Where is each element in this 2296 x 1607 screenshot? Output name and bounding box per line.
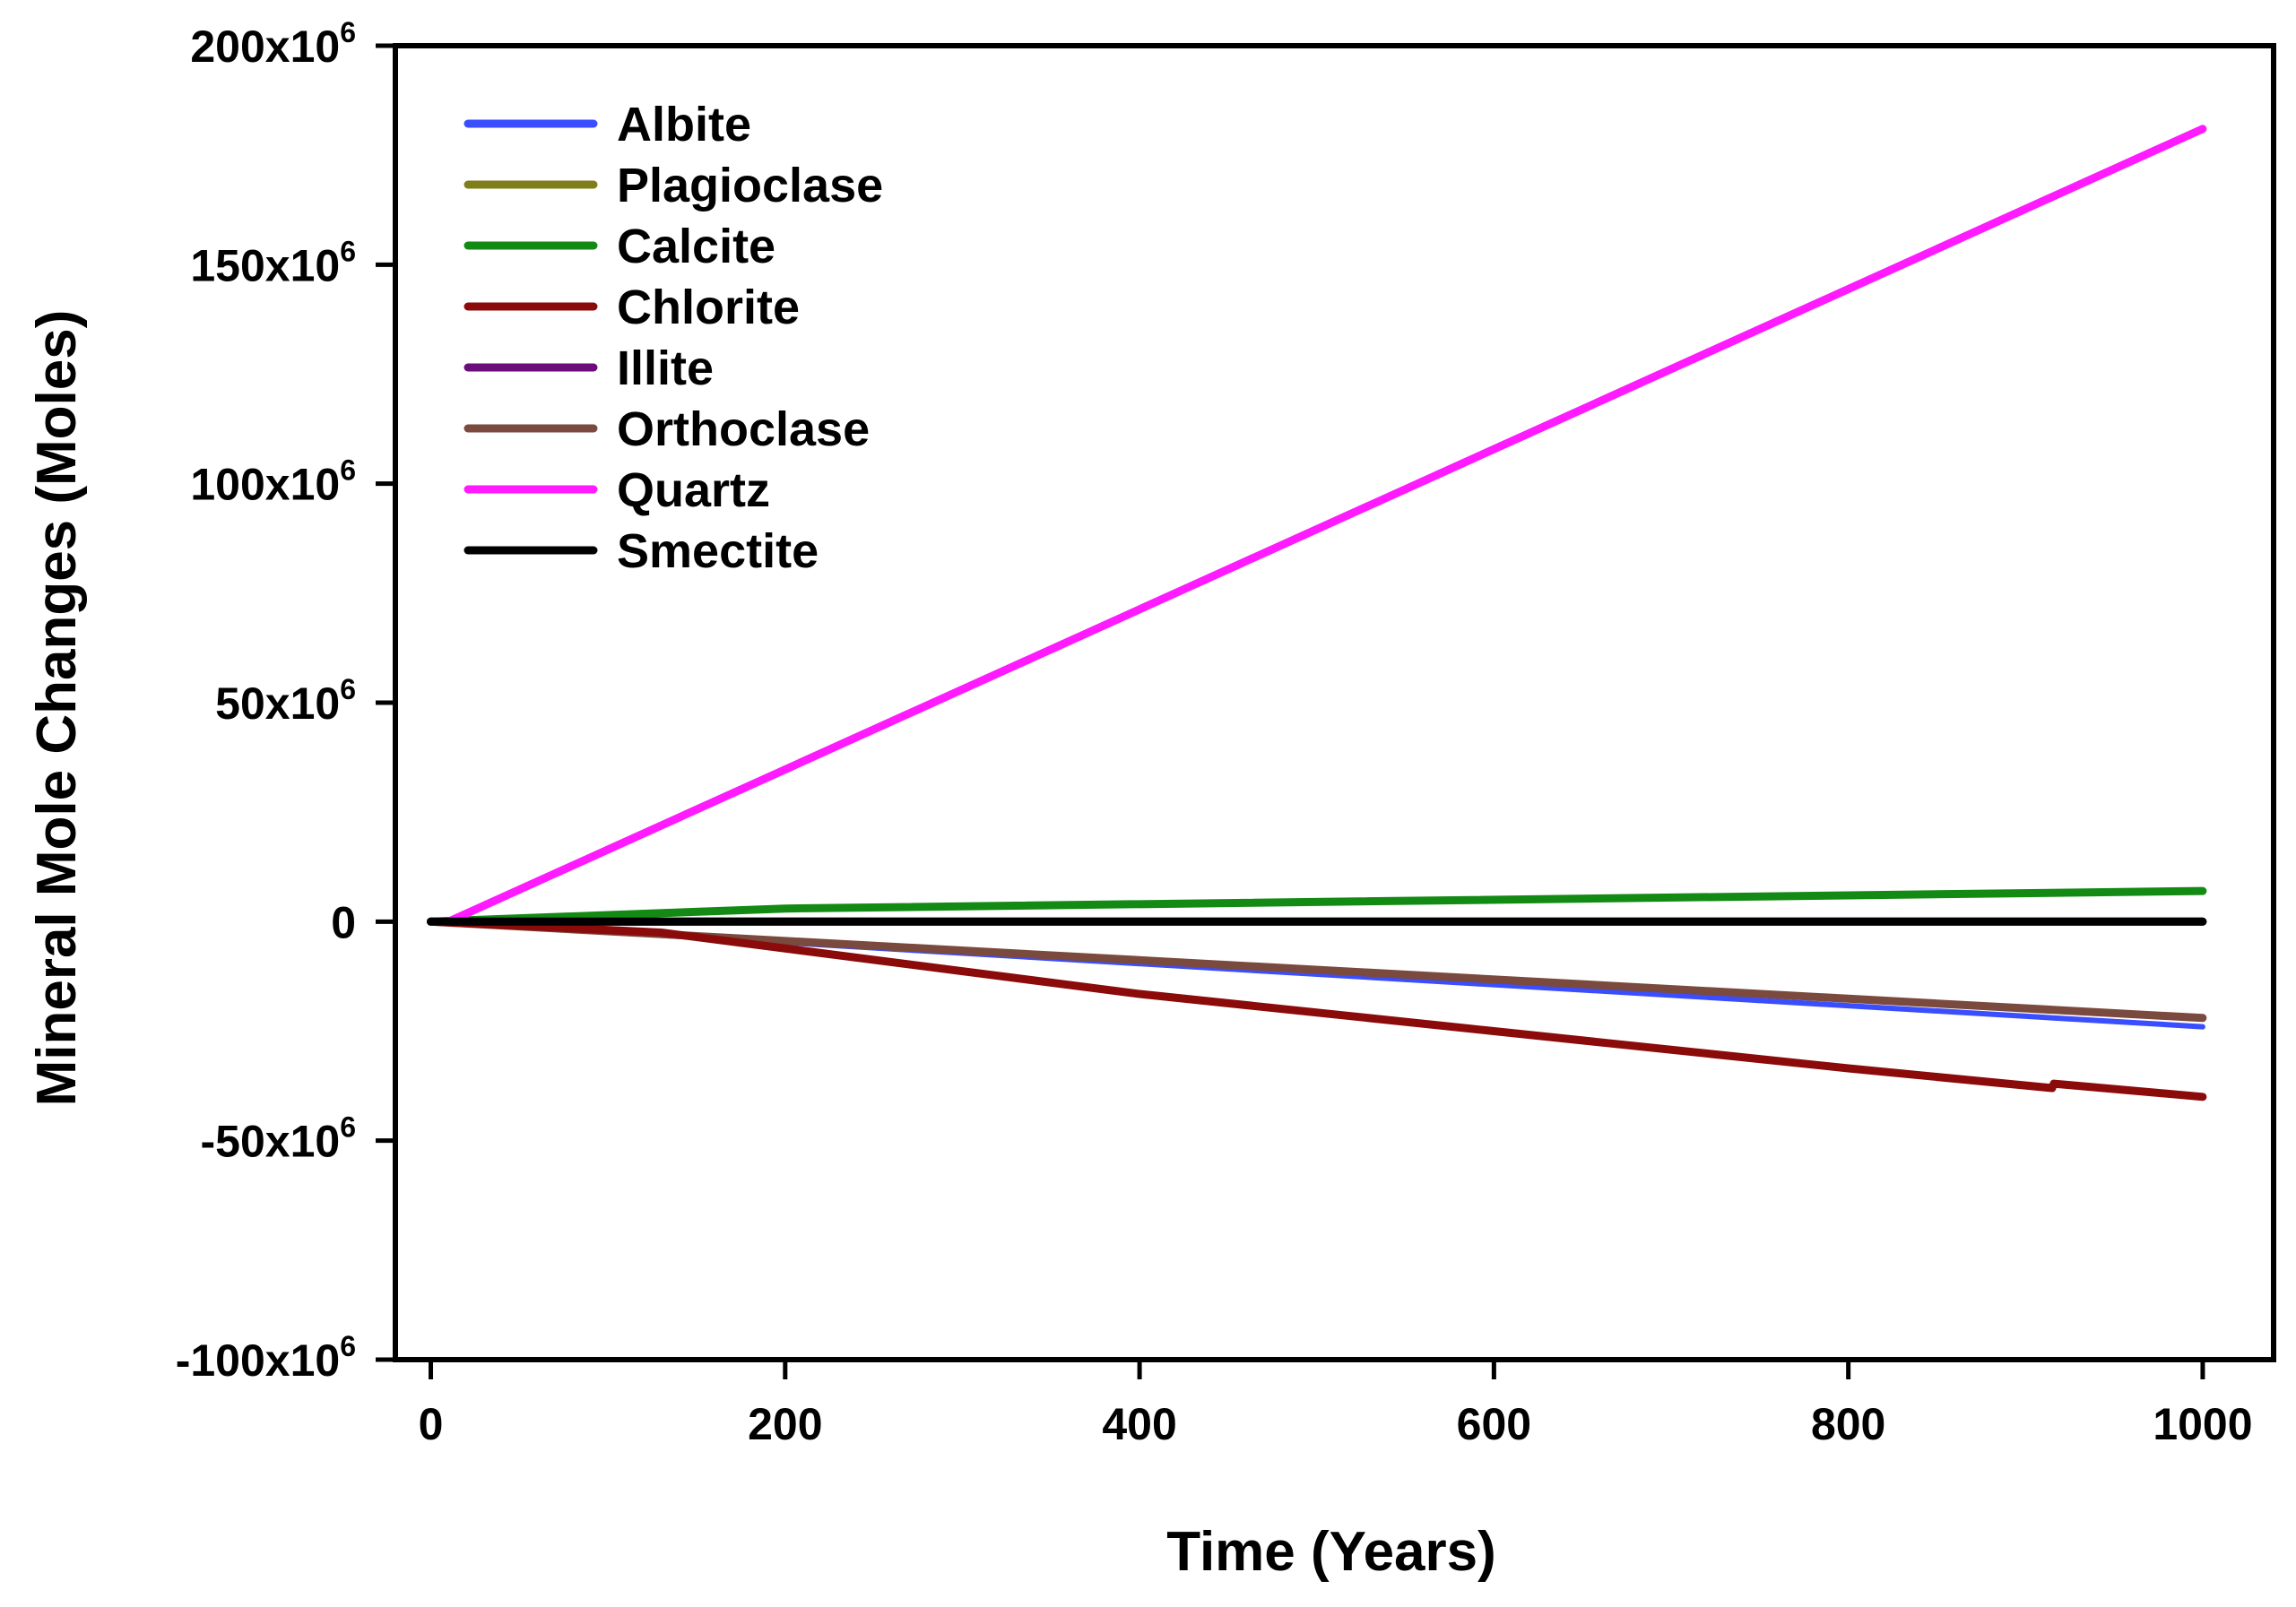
y-tick-label-2: 100x106	[190, 454, 356, 510]
legend-label-illite: Illite	[617, 341, 714, 395]
y-tick-label-4: 0	[331, 897, 356, 947]
x-axis: 0 200 400 600 800 1000	[419, 1360, 2253, 1449]
series-layer	[427, 125, 2207, 1102]
legend-label-chlorite: Chlorite	[617, 281, 800, 334]
x-tick-label-4: 800	[1811, 1399, 1885, 1449]
x-tick-label-3: 600	[1457, 1399, 1531, 1449]
legend-label-smectite: Smectite	[617, 524, 819, 578]
x-tick-label-1: 200	[748, 1399, 822, 1449]
series-line-chlorite	[427, 917, 2207, 1102]
y-tick-label-0: 200x106	[190, 16, 356, 72]
y-tick-label-3: 50x106	[215, 673, 356, 729]
x-tick-label-2: 400	[1102, 1399, 1176, 1449]
legend-label-plagioclase: Plagioclase	[617, 159, 883, 212]
x-axis-title: Time (Years)	[1166, 1521, 1496, 1583]
legend: Albite Plagioclase Calcite Chlorite Illite Or…	[464, 98, 883, 578]
y-axis: 200x106 150x106 100x106 50x106 0 -50x106 -100x…	[176, 16, 395, 1386]
y-tick-label-6: -100x106	[176, 1330, 356, 1386]
x-tick-label-5: 1000	[2153, 1399, 2252, 1449]
legend-label-calcite: Calcite	[617, 220, 775, 273]
legend-label-albite: Albite	[617, 98, 751, 151]
y-tick-label-1: 150x106	[190, 235, 356, 290]
legend-label-quartz: Quartz	[617, 463, 770, 517]
y-axis-title: Mineral Mole Changes (Moles)	[26, 310, 88, 1107]
legend-label-orthoclase: Orthoclase	[617, 402, 870, 456]
y-tick-label-5: -50x106	[201, 1111, 357, 1167]
series-line-calcite	[427, 886, 2207, 926]
x-tick-label-0: 0	[419, 1399, 444, 1449]
